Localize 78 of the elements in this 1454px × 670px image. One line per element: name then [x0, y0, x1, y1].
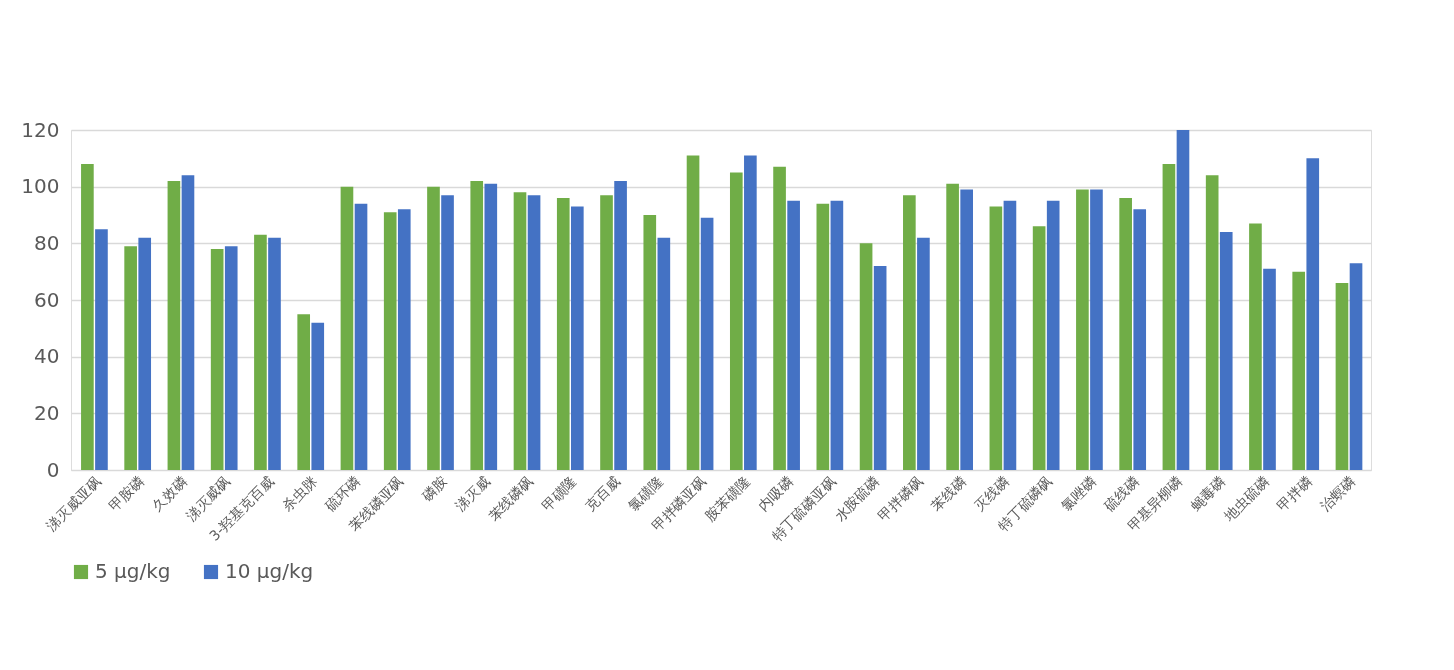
y-tick-label: 80	[34, 230, 60, 255]
bar	[729, 172, 743, 470]
bar	[1119, 198, 1132, 470]
bar	[1263, 268, 1276, 470]
bar	[917, 237, 930, 470]
y-tick-label: 20	[34, 400, 60, 425]
bar	[1162, 164, 1176, 470]
bar	[81, 164, 94, 470]
bar	[513, 192, 527, 470]
legend-label: 5 μg/kg	[95, 559, 171, 583]
bar	[1292, 271, 1306, 470]
x-tick-label: 氯唑磷	[1057, 473, 1099, 515]
x-tick-label: 苯线磷	[927, 473, 969, 515]
y-tick-label: 120	[21, 117, 60, 142]
y-tick-label: 0	[46, 457, 60, 482]
bar	[686, 155, 700, 470]
bar	[470, 181, 484, 470]
bar	[1076, 189, 1089, 470]
bar	[1335, 283, 1349, 470]
bar	[224, 246, 238, 470]
bar	[614, 181, 627, 470]
bar	[354, 203, 368, 470]
bar	[441, 195, 454, 470]
bar	[167, 181, 181, 470]
bar	[1046, 200, 1060, 470]
bar	[1090, 189, 1103, 470]
bar	[657, 237, 671, 470]
bar	[643, 215, 657, 470]
bar	[527, 195, 541, 470]
bar	[700, 217, 714, 470]
bar	[570, 206, 584, 470]
bar	[383, 212, 397, 470]
x-tick-label: 治螟磷	[1317, 473, 1359, 515]
bar	[254, 234, 267, 470]
bar	[484, 183, 498, 470]
legend-label: 10 μg/kg	[225, 559, 314, 583]
bar	[1032, 226, 1046, 470]
bar	[1133, 209, 1147, 470]
bar	[95, 229, 108, 470]
bar	[600, 195, 613, 470]
bar	[744, 155, 757, 470]
x-tick-label: 磷胺	[417, 473, 450, 505]
bar	[960, 189, 973, 470]
bar	[268, 237, 281, 470]
bar	[1176, 130, 1190, 470]
bar	[397, 209, 411, 470]
bar	[1306, 158, 1320, 470]
x-tick-label: 甲胺磷	[105, 473, 147, 515]
bar	[873, 266, 887, 470]
bar	[556, 198, 570, 470]
y-tick-label: 100	[21, 174, 60, 199]
bar	[1249, 223, 1262, 470]
bar	[210, 249, 224, 470]
bar	[124, 246, 137, 470]
x-tick-label: 克百威	[581, 473, 623, 515]
bar	[427, 186, 440, 470]
bar	[830, 200, 844, 470]
bar	[816, 203, 830, 470]
y-tick-label: 40	[34, 344, 60, 369]
bar	[311, 322, 325, 470]
bar	[138, 237, 152, 470]
bar	[297, 314, 311, 470]
x-tick-label: 甲拌磷	[1273, 473, 1315, 515]
bar	[1349, 263, 1363, 470]
x-tick-label: 甲磺隆	[538, 473, 580, 515]
bar	[1205, 175, 1219, 470]
bar	[787, 200, 800, 470]
bar	[859, 243, 873, 470]
x-tick-label: 杀虫脒	[278, 473, 320, 515]
y-tick-label: 60	[34, 287, 60, 312]
bar	[181, 175, 195, 470]
bar	[1219, 232, 1233, 470]
bar	[903, 195, 916, 470]
bar	[946, 183, 959, 470]
bar	[340, 186, 354, 470]
bar	[1003, 200, 1017, 470]
bar	[773, 166, 786, 470]
bar	[989, 206, 1003, 470]
